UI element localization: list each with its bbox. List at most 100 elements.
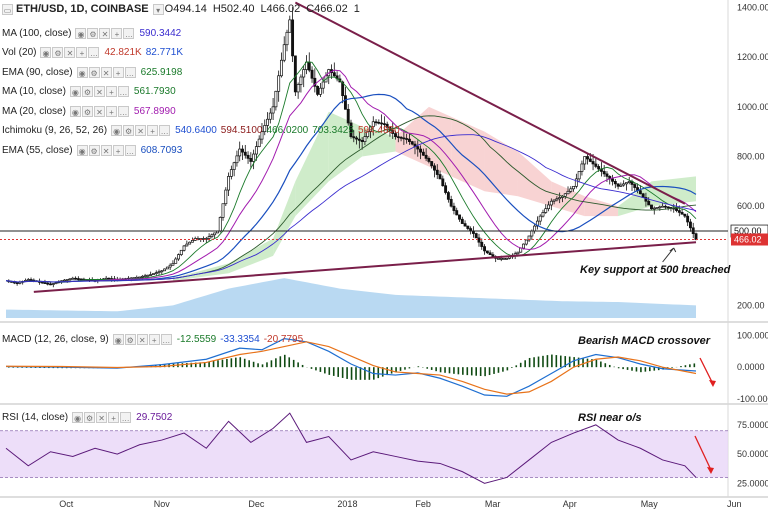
candle xyxy=(246,154,250,159)
plus-icon[interactable]: + xyxy=(112,66,124,78)
gear-icon[interactable]: ⚙ xyxy=(81,86,93,97)
indicator-6-label[interactable]: EMA (55, close) xyxy=(2,144,73,156)
candle xyxy=(483,246,486,252)
plus-icon[interactable]: + xyxy=(108,411,120,423)
eye-icon[interactable]: ◉ xyxy=(75,27,87,39)
more-icon[interactable]: … xyxy=(124,66,136,78)
candle xyxy=(421,151,425,156)
candle xyxy=(143,275,147,278)
time-axis-label: Oct xyxy=(59,499,74,509)
plus-icon[interactable]: + xyxy=(148,333,160,345)
close-icon[interactable]: ✕ xyxy=(64,47,76,58)
gear-icon[interactable]: ⚙ xyxy=(123,125,135,136)
eye-icon[interactable]: ◉ xyxy=(69,86,81,97)
close-icon[interactable]: ✕ xyxy=(100,144,112,156)
eye-icon[interactable]: ◉ xyxy=(112,333,124,345)
plus-icon[interactable]: + xyxy=(147,125,159,136)
indicator-4-label[interactable]: MA (20, close) xyxy=(2,105,66,117)
indicator-5-label[interactable]: Ichimoku (9, 26, 52, 26) xyxy=(2,125,108,136)
rsi-label[interactable]: RSI (14, close) xyxy=(2,411,69,423)
candle xyxy=(207,236,211,239)
gear-icon[interactable]: ⚙ xyxy=(88,66,100,78)
more-icon[interactable]: … xyxy=(159,125,171,136)
candle xyxy=(163,268,167,272)
macd-value-2: -20.7795 xyxy=(263,333,304,345)
close-icon[interactable]: ✕ xyxy=(93,105,105,117)
eye-icon[interactable]: ◉ xyxy=(40,47,52,58)
eye-icon[interactable]: ◉ xyxy=(69,105,81,117)
close-icon[interactable]: ✕ xyxy=(96,411,108,423)
close-icon[interactable]: ✕ xyxy=(100,66,112,78)
rsi-tick-label: 25.0000 xyxy=(737,478,768,488)
indicator-2-label[interactable]: EMA (90, close) xyxy=(2,66,73,78)
close-icon[interactable]: ✕ xyxy=(99,27,111,39)
close-icon[interactable]: ✕ xyxy=(136,333,148,345)
candle xyxy=(666,206,670,209)
macd-annotation: Bearish MACD crossover xyxy=(578,335,711,347)
more-icon[interactable]: … xyxy=(117,86,129,97)
more-icon[interactable]: … xyxy=(117,105,129,117)
candle xyxy=(165,266,169,270)
plus-icon[interactable]: + xyxy=(76,47,88,58)
symbol-label[interactable]: ETH/USD, 1D, COINBASE xyxy=(16,3,149,15)
more-icon[interactable]: … xyxy=(123,27,135,39)
candle xyxy=(252,153,256,162)
eye-icon[interactable]: ◉ xyxy=(111,125,123,136)
eye-icon[interactable]: ◉ xyxy=(76,66,88,78)
candle xyxy=(332,72,336,77)
ichimoku-cloud-segment xyxy=(584,196,619,217)
rsi-arrow-head xyxy=(707,467,714,474)
candle xyxy=(40,281,44,284)
candle xyxy=(577,171,581,180)
indicator-2-value-0: 625.9198 xyxy=(140,66,183,78)
indicator-1-label[interactable]: Vol (20) xyxy=(2,47,37,58)
chart-title-row: ▭ ETH/USD, 1D, COINBASE ▾ O494.14 H502.4… xyxy=(2,2,360,16)
ascending-trendline xyxy=(33,241,697,293)
more-icon[interactable]: … xyxy=(88,47,100,58)
plus-icon[interactable]: + xyxy=(105,105,117,117)
eye-icon[interactable]: ◉ xyxy=(72,411,84,423)
time-axis-label: Feb xyxy=(415,499,431,509)
more-icon[interactable]: … xyxy=(120,411,132,423)
candle xyxy=(355,137,359,140)
macd-tick-label: -100.0000 xyxy=(737,394,768,404)
macd-tick-label: 100.0000 xyxy=(737,331,768,341)
gear-icon[interactable]: ⚙ xyxy=(81,105,93,117)
time-axis-label: Apr xyxy=(563,499,577,509)
macd-label[interactable]: MACD (12, 26, close, 9) xyxy=(2,333,109,345)
candle xyxy=(371,121,375,128)
eye-icon[interactable]: ◉ xyxy=(76,144,88,156)
candle xyxy=(193,238,197,241)
close-icon[interactable]: ✕ xyxy=(135,125,147,136)
gear-icon[interactable]: ⚙ xyxy=(87,27,99,39)
candle xyxy=(435,169,439,175)
candle xyxy=(154,272,158,275)
more-icon[interactable]: … xyxy=(124,144,136,156)
gear-icon[interactable]: ⚙ xyxy=(124,333,136,345)
gear-icon[interactable]: ⚙ xyxy=(88,144,100,156)
gear-icon[interactable]: ⚙ xyxy=(52,47,64,58)
candle xyxy=(224,189,228,205)
candle xyxy=(291,19,295,57)
candle xyxy=(380,122,384,125)
indicator-0-label[interactable]: MA (100, close) xyxy=(2,27,72,39)
candle xyxy=(544,208,548,213)
candle xyxy=(444,185,448,193)
candle xyxy=(563,193,567,197)
plus-icon[interactable]: + xyxy=(105,86,117,97)
candle xyxy=(46,282,50,285)
chevron-down-icon[interactable]: ▾ xyxy=(152,3,164,15)
candle xyxy=(677,210,681,213)
plus-icon[interactable]: + xyxy=(112,144,124,156)
indicator-3-label[interactable]: MA (10, close) xyxy=(2,86,66,97)
close-icon[interactable]: ✕ xyxy=(93,86,105,97)
candle xyxy=(160,270,164,273)
gear-icon[interactable]: ⚙ xyxy=(84,411,96,423)
collapse-icon[interactable]: ▭ xyxy=(2,3,13,15)
plus-icon[interactable]: + xyxy=(111,27,123,39)
candle xyxy=(177,254,180,260)
more-icon[interactable]: … xyxy=(160,333,172,345)
candle xyxy=(174,258,178,264)
candle xyxy=(658,206,662,209)
